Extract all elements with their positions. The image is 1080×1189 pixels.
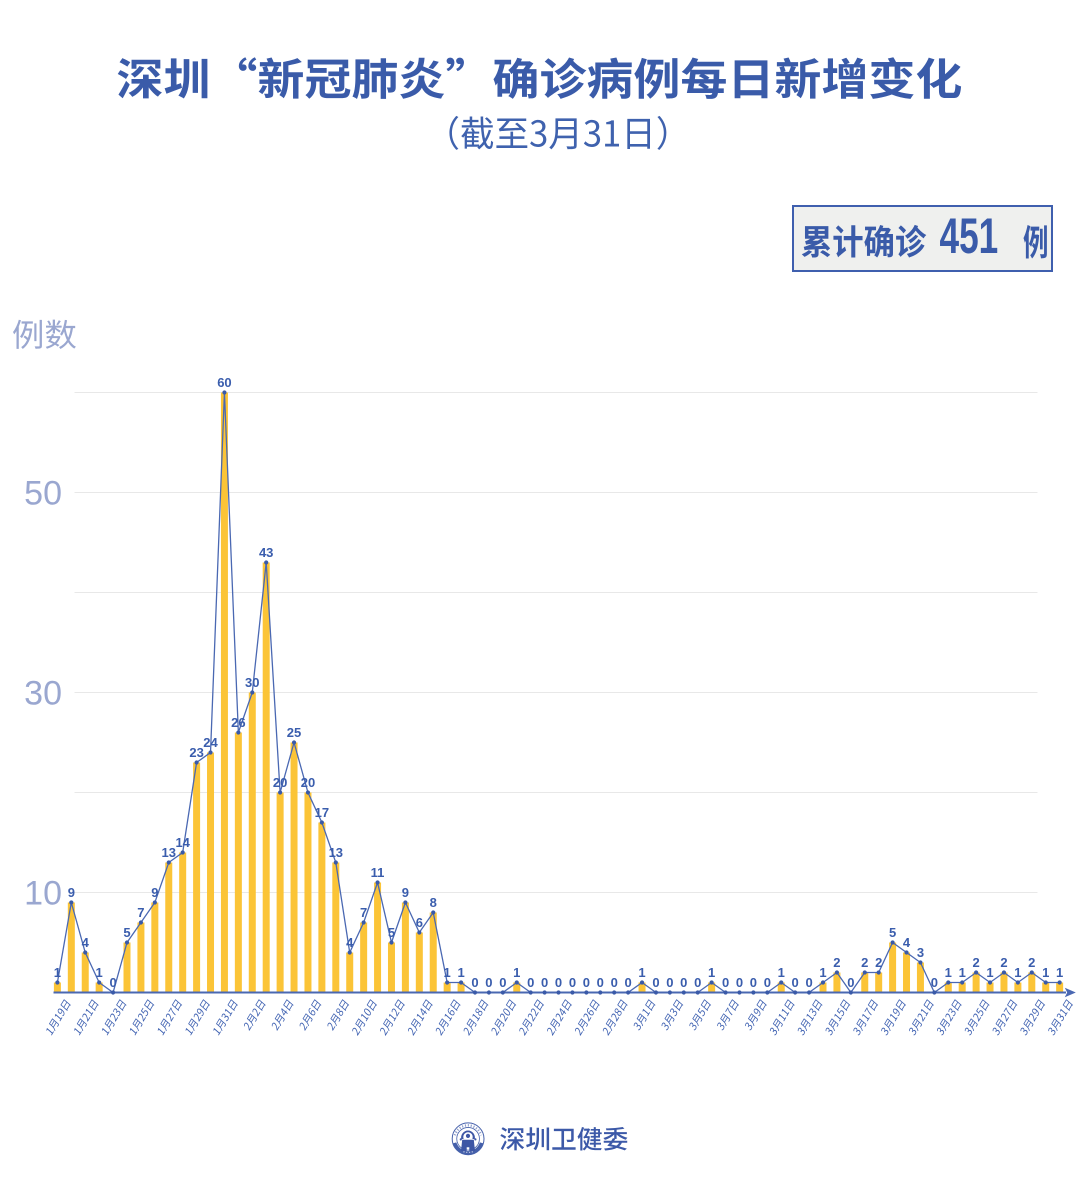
- svg-text:2: 2: [861, 955, 868, 970]
- svg-text:0: 0: [597, 975, 604, 990]
- svg-text:2: 2: [833, 955, 840, 970]
- svg-text:20: 20: [273, 775, 287, 790]
- svg-text:451: 451: [940, 209, 999, 265]
- svg-text:0: 0: [611, 975, 618, 990]
- svg-text:0: 0: [680, 975, 687, 990]
- svg-text:0: 0: [847, 975, 854, 990]
- svg-text:4: 4: [903, 935, 911, 950]
- svg-text:0: 0: [471, 975, 478, 990]
- svg-text:0: 0: [792, 975, 799, 990]
- svg-text:11: 11: [371, 865, 385, 880]
- svg-text:26: 26: [231, 715, 245, 730]
- svg-text:4: 4: [346, 935, 354, 950]
- svg-text:10: 10: [24, 875, 62, 913]
- svg-text:0: 0: [722, 975, 729, 990]
- svg-text:17: 17: [315, 805, 329, 820]
- svg-text:1: 1: [457, 965, 464, 980]
- svg-text:1: 1: [945, 965, 952, 980]
- svg-text:0: 0: [931, 975, 938, 990]
- svg-text:0: 0: [485, 975, 492, 990]
- svg-text:24: 24: [203, 735, 218, 750]
- svg-text:0: 0: [541, 975, 548, 990]
- svg-text:13: 13: [329, 845, 343, 860]
- svg-text:4: 4: [82, 935, 90, 950]
- svg-text:1: 1: [819, 965, 826, 980]
- svg-text:2: 2: [875, 955, 882, 970]
- svg-text:20: 20: [301, 775, 315, 790]
- svg-text:7: 7: [360, 905, 367, 920]
- svg-text:1: 1: [708, 965, 715, 980]
- svg-text:0: 0: [109, 975, 116, 990]
- svg-text:1: 1: [1042, 965, 1049, 980]
- svg-text:1: 1: [513, 965, 520, 980]
- svg-text:0: 0: [569, 975, 576, 990]
- svg-text:9: 9: [151, 885, 158, 900]
- svg-text:0: 0: [764, 975, 771, 990]
- svg-text:30: 30: [24, 675, 62, 713]
- svg-text:2: 2: [973, 955, 980, 970]
- svg-text:0: 0: [750, 975, 757, 990]
- svg-text:0: 0: [666, 975, 673, 990]
- svg-text:1: 1: [1014, 965, 1021, 980]
- svg-text:30: 30: [245, 675, 259, 690]
- svg-text:5: 5: [123, 925, 130, 940]
- svg-text:0: 0: [805, 975, 812, 990]
- svg-text:1: 1: [986, 965, 993, 980]
- svg-text:60: 60: [217, 375, 231, 390]
- svg-text:50: 50: [24, 475, 62, 513]
- svg-text:1: 1: [778, 965, 785, 980]
- svg-text:7: 7: [137, 905, 144, 920]
- svg-text:8: 8: [430, 895, 437, 910]
- svg-text:0: 0: [652, 975, 659, 990]
- svg-text:9: 9: [68, 885, 75, 900]
- svg-text:0: 0: [499, 975, 506, 990]
- svg-text:1: 1: [959, 965, 966, 980]
- svg-text:43: 43: [259, 545, 273, 560]
- svg-text:9: 9: [402, 885, 409, 900]
- svg-text:1: 1: [96, 965, 103, 980]
- svg-text:13: 13: [162, 845, 176, 860]
- svg-text:5: 5: [388, 925, 395, 940]
- svg-text:2: 2: [1028, 955, 1035, 970]
- svg-text:23: 23: [189, 745, 203, 760]
- svg-text:0: 0: [527, 975, 534, 990]
- svg-text:3: 3: [917, 945, 924, 960]
- svg-text:0: 0: [625, 975, 632, 990]
- svg-text:14: 14: [175, 835, 190, 850]
- svg-text:6: 6: [416, 915, 423, 930]
- svg-text:0: 0: [736, 975, 743, 990]
- svg-text:1: 1: [638, 965, 645, 980]
- svg-text:1: 1: [444, 965, 451, 980]
- svg-text:5: 5: [889, 925, 896, 940]
- svg-text:0: 0: [583, 975, 590, 990]
- svg-text:1: 1: [54, 965, 61, 980]
- svg-text:1: 1: [1056, 965, 1063, 980]
- svg-text:0: 0: [694, 975, 701, 990]
- svg-text:25: 25: [287, 725, 301, 740]
- svg-text:0: 0: [555, 975, 562, 990]
- svg-text:2: 2: [1000, 955, 1007, 970]
